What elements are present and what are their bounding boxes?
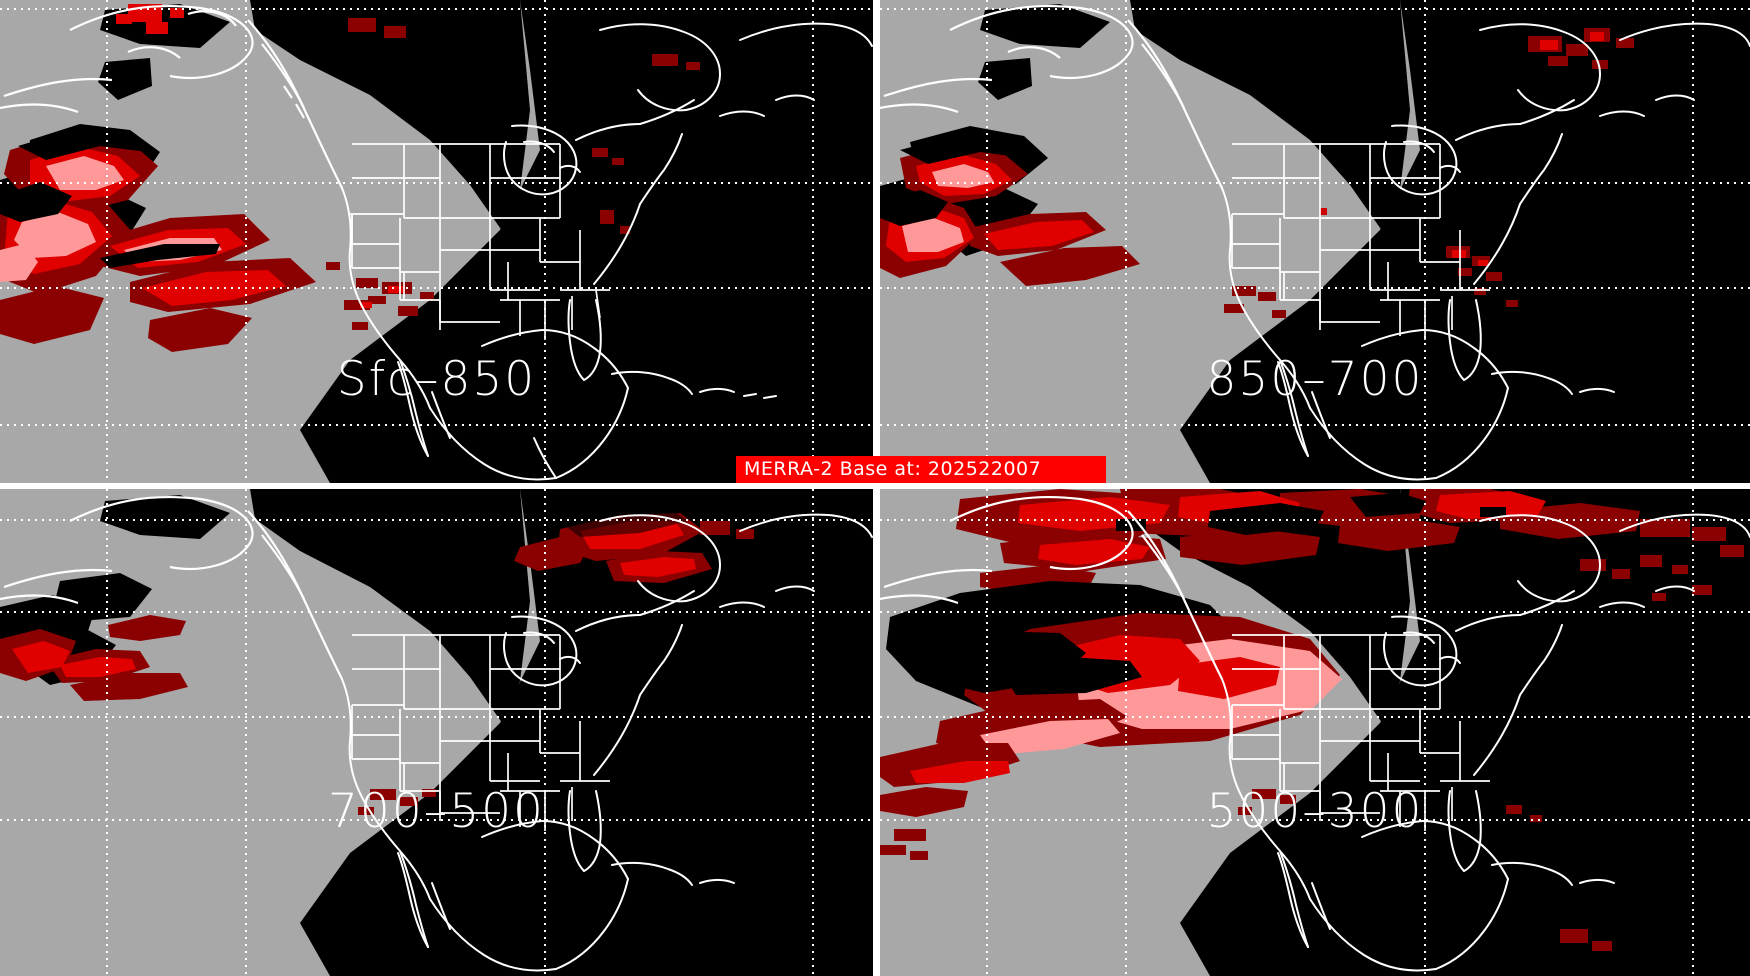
panel-850-700[interactable] xyxy=(880,0,1750,483)
map-850-700 xyxy=(880,0,1750,483)
map-500-300 xyxy=(880,489,1750,976)
base-time-banner: MERRA-2 Base at: 202522007 xyxy=(736,456,1106,483)
map-sfc-850 xyxy=(0,0,873,483)
panel-700-500[interactable] xyxy=(0,489,873,976)
panel-divider-horizontal xyxy=(0,483,1750,489)
map-700-500 xyxy=(0,489,873,976)
panel-500-300[interactable] xyxy=(880,489,1750,976)
panel-sfc-850[interactable] xyxy=(0,0,873,483)
